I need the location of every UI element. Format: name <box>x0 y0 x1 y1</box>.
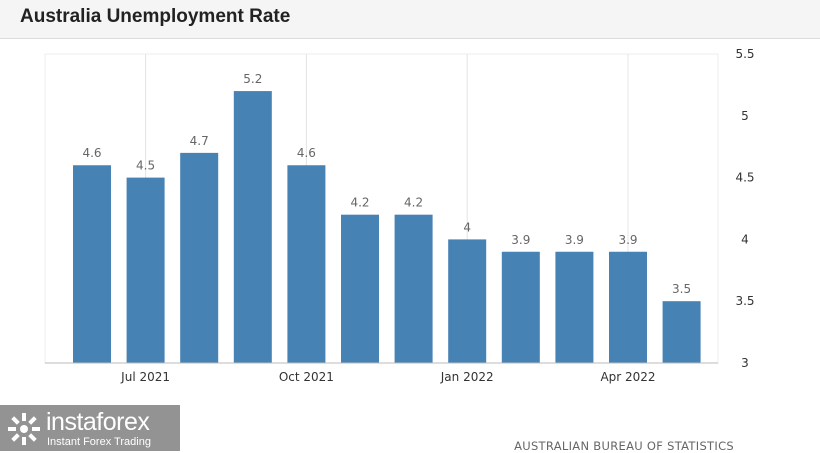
data-label: 4.5 <box>136 159 155 173</box>
bar <box>233 91 272 363</box>
y-tick-label: 4 <box>741 232 749 246</box>
data-label: 4.2 <box>404 196 423 210</box>
bar <box>126 177 165 363</box>
x-tick-label: Jan 2022 <box>440 370 494 384</box>
instaforex-logo-icon <box>8 413 40 445</box>
bar <box>341 214 379 363</box>
y-tick-label: 5 <box>741 109 749 123</box>
data-label: 4 <box>463 220 471 234</box>
header-bar: Australia Unemployment Rate <box>0 0 820 39</box>
logo-tagline: Instant Forex Trading <box>47 436 151 448</box>
bar <box>555 251 594 363</box>
data-label: 4.2 <box>350 196 369 210</box>
logo-name: instaforex <box>46 408 150 436</box>
bar <box>394 214 433 363</box>
bar <box>287 165 326 363</box>
bar <box>448 239 487 363</box>
y-tick-label: 5.5 <box>735 47 754 61</box>
data-label: 3.9 <box>618 233 637 247</box>
watermark-logo: instaforex Instant Forex Trading <box>0 405 180 451</box>
bar-chart: 4.6 4.5 4.7 5.2 4.6 4.2 4.2 4 3.9 3.9 3.9 3.5 3 3.5 4 4… <box>44 47 755 384</box>
y-tick-label: 4.5 <box>735 171 754 185</box>
y-tick-label: 3.5 <box>735 294 754 308</box>
data-label: 3.9 <box>565 233 584 247</box>
bar <box>73 165 111 363</box>
data-label: 4.7 <box>190 134 209 148</box>
chart-source: AUSTRALIAN BUREAU OF STATISTICS <box>514 439 734 453</box>
x-tick-label: Oct 2021 <box>279 370 334 384</box>
bar <box>662 301 701 363</box>
bar <box>180 152 219 363</box>
bar <box>609 251 647 363</box>
page-title: Australia Unemployment Rate <box>20 6 291 27</box>
data-label: 4.6 <box>82 146 101 160</box>
x-tick-label: Apr 2022 <box>600 370 655 384</box>
bar <box>501 251 540 363</box>
data-label: 5.2 <box>243 72 262 86</box>
chart-container: 4.6 4.5 4.7 5.2 4.6 4.2 4.2 4 3.9 3.9 3.9 3.5 3 3.5 4 4… <box>0 39 820 453</box>
y-tick-label: 3 <box>741 356 749 370</box>
data-label: 3.5 <box>672 282 691 296</box>
data-label: 3.9 <box>511 233 530 247</box>
data-label: 4.6 <box>297 146 316 160</box>
x-tick-label: Jul 2021 <box>120 370 170 384</box>
